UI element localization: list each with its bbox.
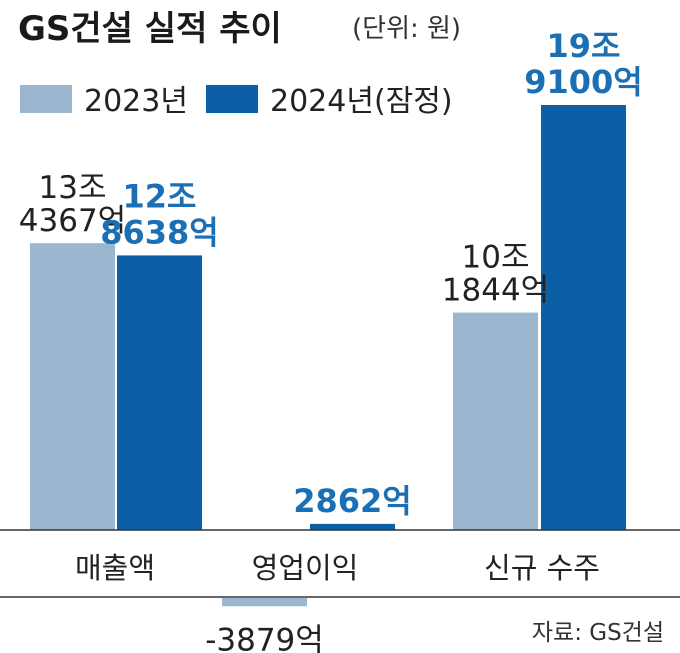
value-label-sales-2024: 12조 bbox=[123, 177, 197, 215]
bar-new-orders-2023 bbox=[453, 312, 538, 530]
value-label-new-orders-2023: 10조 bbox=[462, 240, 530, 276]
bar-new-orders-2024 bbox=[541, 105, 626, 530]
legend-label-2024: 2024년(잠정) bbox=[270, 84, 453, 119]
value-label-sales-2023: 13조 bbox=[39, 170, 107, 206]
value-label-sales-2024: 8638억 bbox=[100, 213, 219, 251]
bar-operating-profit-2024 bbox=[310, 523, 395, 530]
legend-label-2023: 2023년 bbox=[84, 84, 188, 119]
legend-swatch-2023 bbox=[20, 85, 72, 113]
category-label-new-orders: 신규 수주 bbox=[484, 551, 600, 585]
bars-group bbox=[30, 105, 626, 607]
legend: 2023년 2024년(잠정) bbox=[20, 84, 453, 119]
value-label-operating-profit-2024: 2862억 bbox=[293, 482, 412, 520]
category-labels-group: 매출액 영업이익 신규 수주 bbox=[75, 551, 600, 585]
value-label-new-orders-2023: 1844억 bbox=[442, 273, 549, 309]
bar-sales-2024 bbox=[117, 255, 202, 531]
legend-swatch-2024 bbox=[206, 85, 258, 113]
value-label-sales-2023: 4367억 bbox=[19, 203, 126, 239]
value-label-new-orders-2024: 19조 bbox=[547, 27, 621, 65]
bar-sales-2023 bbox=[30, 243, 115, 530]
value-label-operating-profit-2023: -3879억 bbox=[205, 622, 324, 653]
unit-label: (단위: 원) bbox=[352, 14, 461, 44]
source-note: 자료: GS건설 bbox=[532, 620, 664, 646]
value-label-new-orders-2024: 9100억 bbox=[524, 63, 643, 101]
bar-operating-profit-2023 bbox=[222, 598, 307, 607]
chart-title: GS건설 실적 추이 bbox=[18, 9, 282, 49]
category-label-operating-profit: 영업이익 bbox=[252, 551, 359, 585]
category-label-sales: 매출액 bbox=[75, 551, 155, 585]
